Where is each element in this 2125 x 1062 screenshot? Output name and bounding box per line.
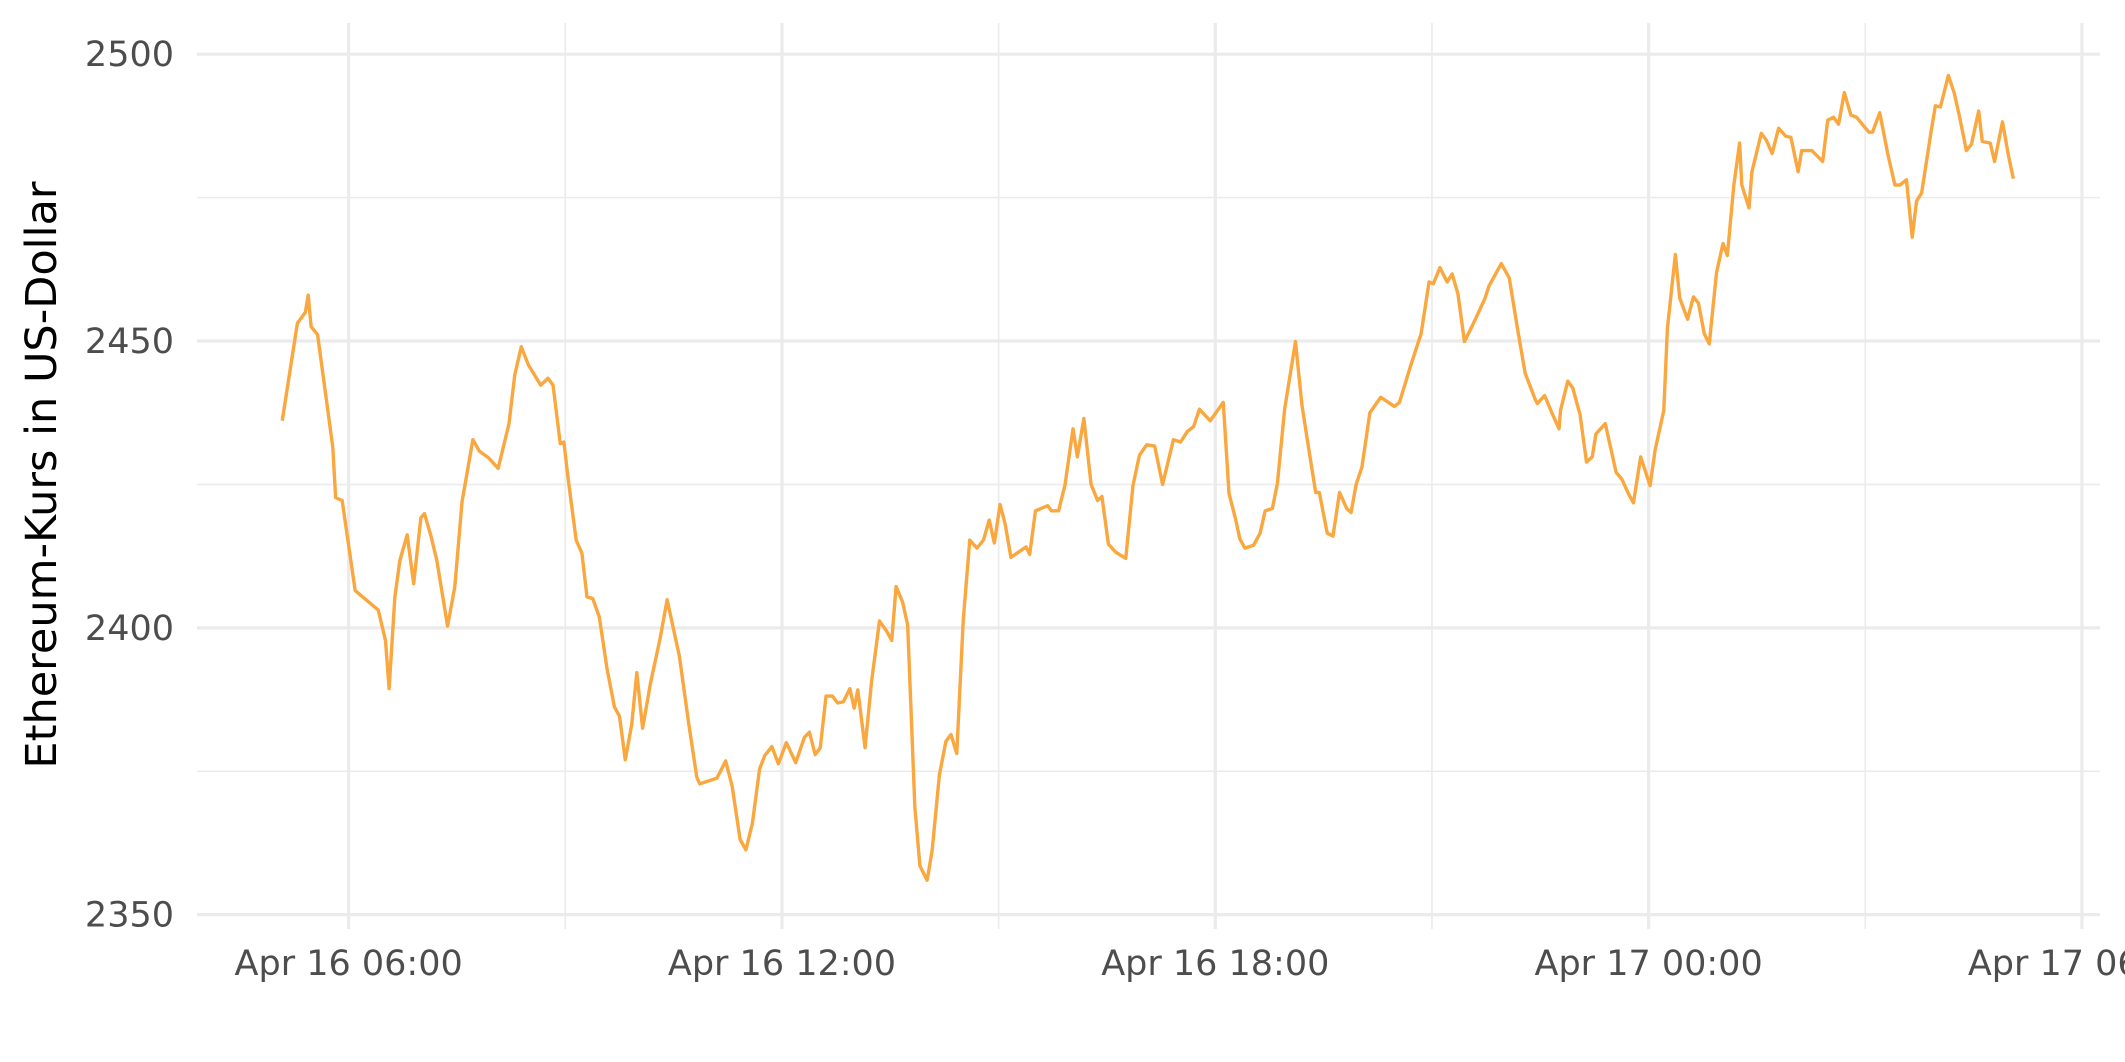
x-tick-label: Apr 17 00:00 (1535, 944, 1763, 984)
y-tick-label: 2350 (85, 896, 174, 936)
x-tick-label: Apr 16 18:00 (1101, 944, 1329, 984)
x-tick-label: Apr 16 06:00 (235, 944, 463, 984)
y-tick-label: 2400 (85, 609, 174, 649)
grid (197, 23, 2100, 929)
y-axis-title: Ethereum-Kurs in US-Dollar (17, 181, 67, 768)
x-tick-label: Apr 16 12:00 (668, 944, 896, 984)
y-tick-label: 2450 (85, 322, 174, 362)
price-line (280, 73, 2016, 882)
x-tick-label: Apr 17 06:00 (1968, 944, 2125, 984)
y-tick-label: 2500 (85, 35, 174, 75)
